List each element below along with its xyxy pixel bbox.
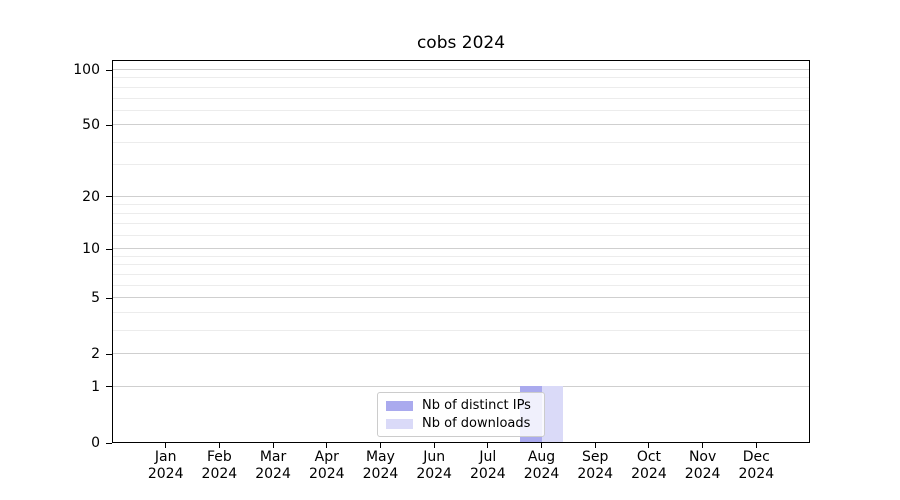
gridline-major: [113, 353, 809, 355]
gridline-minor: [113, 204, 809, 206]
y-tick-label: 50: [82, 117, 100, 134]
x-tick-label: Jun 2024: [416, 449, 452, 482]
y-tick-mark: [106, 442, 112, 444]
gridline-minor: [113, 97, 809, 99]
x-tick-label: Mar 2024: [255, 449, 291, 482]
y-tick-label: 0: [91, 435, 100, 451]
y-tick-mark: [106, 196, 112, 198]
gridline-minor: [113, 213, 809, 215]
y-tick-mark: [106, 386, 112, 388]
x-tick-mark: [594, 443, 596, 448]
x-tick-label: Nov 2024: [684, 449, 721, 482]
x-tick-label: Jul 2024: [470, 449, 506, 482]
gridline-minor: [113, 109, 809, 111]
x-tick-mark: [165, 443, 167, 448]
bar-aug-downloads: [541, 385, 564, 442]
x-tick-label: Feb 2024: [201, 449, 238, 482]
x-tick-mark: [487, 443, 489, 448]
x-tick-label: Sep 2024: [577, 449, 614, 482]
gridline-minor: [113, 273, 809, 275]
gridline-minor: [113, 234, 809, 236]
x-tick-mark: [648, 443, 650, 448]
gridline-major: [113, 124, 809, 126]
chart-title: cobs 2024: [416, 33, 506, 53]
gridline-minor: [113, 223, 809, 225]
plot-area: [112, 60, 810, 443]
legend-item-downloads: Nb of downloads: [386, 416, 536, 431]
gridline-minor: [113, 86, 809, 88]
y-tick-label: 1: [91, 378, 100, 395]
y-tick-label: 20: [82, 188, 100, 205]
x-tick-label: Dec 2024: [738, 449, 775, 482]
distinct-ips-swatch: [386, 400, 413, 411]
gridline-minor: [113, 329, 809, 331]
gridline-minor: [113, 255, 809, 257]
gridline-minor: [113, 284, 809, 286]
legend-label-distinct-ips: Nb of distinct IPs: [422, 398, 531, 413]
x-tick-label: Jan 2024: [147, 449, 184, 482]
gridline-major: [113, 297, 809, 299]
x-tick-label: Oct 2024: [631, 449, 667, 482]
gridline-major: [113, 195, 809, 197]
y-tick-label: 5: [91, 290, 100, 307]
legend-label-downloads: Nb of downloads: [422, 416, 531, 431]
gridline-major: [113, 248, 809, 250]
gridline-minor: [113, 264, 809, 266]
x-tick-label: May 2024: [362, 449, 399, 482]
x-tick-mark: [326, 443, 328, 448]
y-tick-label: 2: [91, 346, 100, 363]
x-tick-mark: [541, 443, 543, 448]
gridline-minor: [113, 141, 809, 143]
x-tick-label: Apr 2024: [308, 449, 345, 482]
x-tick-mark: [755, 443, 757, 448]
y-tick-mark: [106, 124, 112, 126]
x-tick-mark: [379, 443, 381, 448]
downloads-swatch: [386, 418, 413, 429]
legend: Nb of distinct IPs Nb of downloads: [377, 392, 545, 437]
x-tick-mark: [218, 443, 220, 448]
legend-item-distinct-ips: Nb of distinct IPs: [386, 398, 536, 413]
x-tick-mark: [272, 443, 274, 448]
gridline-minor: [113, 311, 809, 313]
x-tick-label: Aug 2024: [523, 449, 560, 482]
y-tick-mark: [106, 69, 112, 71]
y-tick-mark: [106, 297, 112, 299]
x-tick-mark: [433, 443, 435, 448]
gridline-major: [113, 69, 809, 70]
y-tick-label: 10: [82, 241, 100, 258]
gridline-minor: [113, 164, 809, 166]
gridline-major: [113, 385, 809, 387]
y-tick-mark: [106, 353, 112, 355]
x-tick-mark: [702, 443, 704, 448]
gridline-minor: [113, 77, 809, 79]
y-tick-mark: [106, 248, 112, 250]
y-tick-label: 100: [73, 62, 100, 78]
